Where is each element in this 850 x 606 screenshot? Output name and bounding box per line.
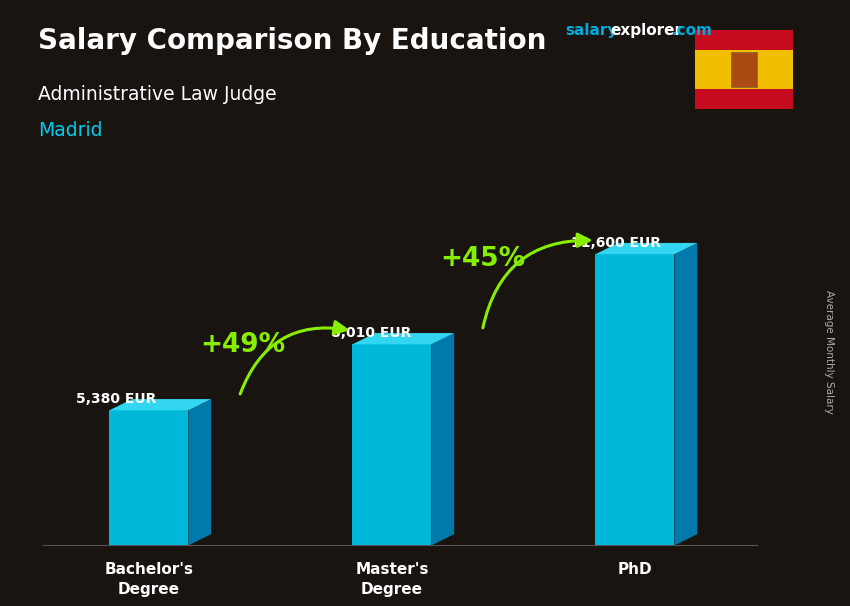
Text: 11,600 EUR: 11,600 EUR bbox=[571, 236, 661, 250]
Text: salary: salary bbox=[565, 23, 618, 38]
Polygon shape bbox=[353, 333, 454, 344]
Bar bbox=[731, 52, 757, 87]
Text: +45%: +45% bbox=[440, 246, 525, 272]
Text: +49%: +49% bbox=[201, 332, 286, 358]
Polygon shape bbox=[596, 254, 674, 545]
Polygon shape bbox=[674, 243, 697, 545]
Polygon shape bbox=[353, 344, 432, 545]
Text: Administrative Law Judge: Administrative Law Judge bbox=[38, 85, 277, 104]
Polygon shape bbox=[432, 333, 454, 545]
Polygon shape bbox=[110, 399, 211, 410]
Polygon shape bbox=[596, 243, 697, 254]
Bar bbox=[695, 50, 793, 89]
Text: Salary Comparison By Education: Salary Comparison By Education bbox=[38, 27, 547, 55]
Text: explorer: explorer bbox=[610, 23, 683, 38]
Text: 5,380 EUR: 5,380 EUR bbox=[76, 392, 156, 406]
Polygon shape bbox=[189, 399, 211, 545]
Text: Madrid: Madrid bbox=[38, 121, 103, 140]
Text: 8,010 EUR: 8,010 EUR bbox=[332, 326, 411, 341]
Text: .com: .com bbox=[672, 23, 712, 38]
Text: Average Monthly Salary: Average Monthly Salary bbox=[824, 290, 834, 413]
Polygon shape bbox=[110, 410, 189, 545]
